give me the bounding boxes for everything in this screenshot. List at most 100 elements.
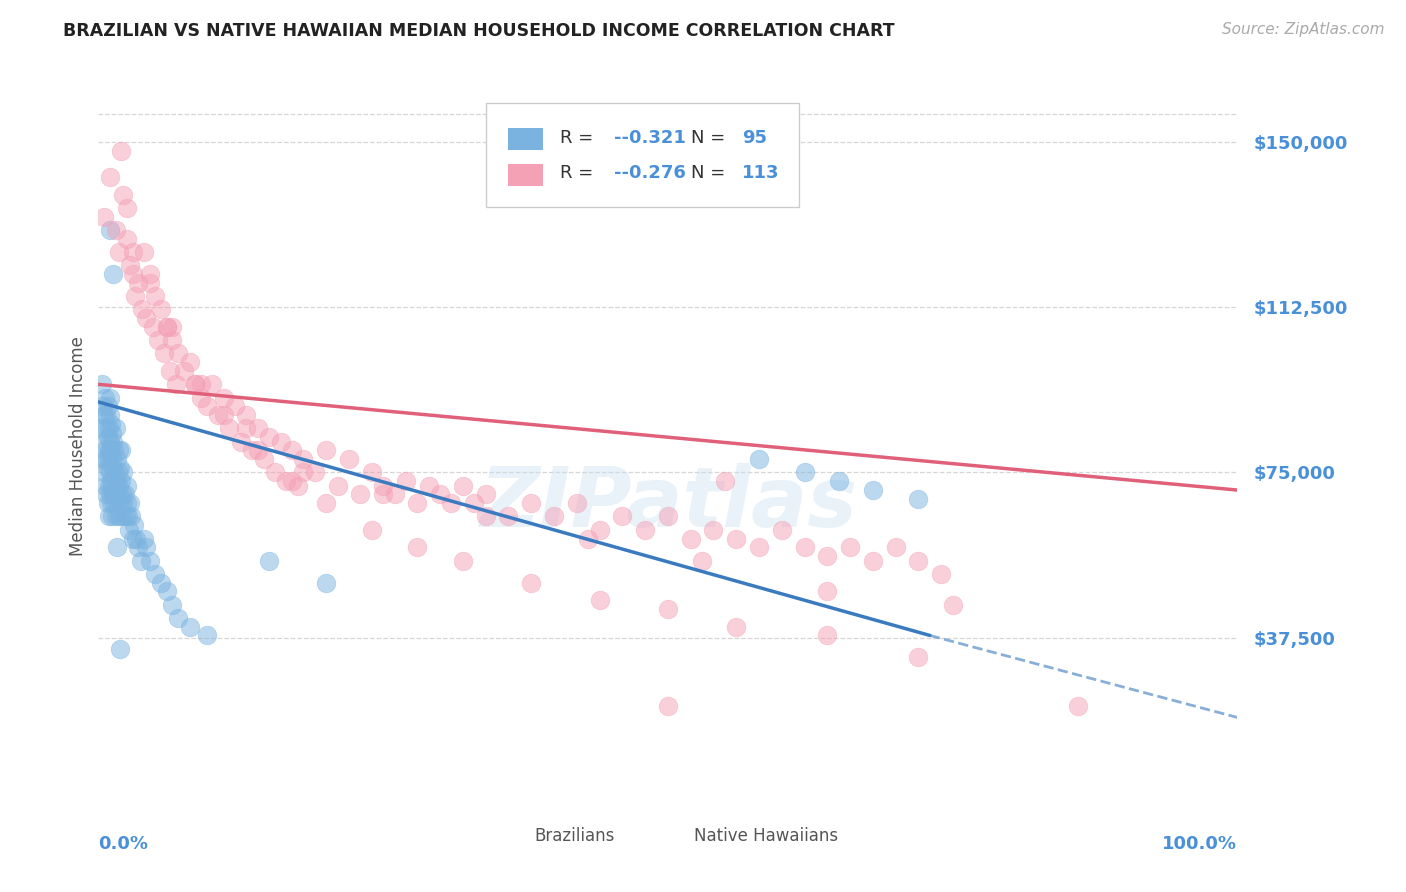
Brazilians — [98, 434, 121, 449]
Native Hawaiians — [112, 188, 135, 202]
Brazilians — [105, 452, 128, 467]
Brazilians — [121, 532, 143, 546]
FancyBboxPatch shape — [662, 826, 688, 847]
Native Hawaiians — [240, 443, 263, 458]
Native Hawaiians — [395, 475, 418, 489]
Native Hawaiians — [138, 276, 160, 290]
Native Hawaiians — [142, 320, 165, 334]
Native Hawaiians — [349, 487, 371, 501]
Brazilians — [90, 377, 112, 392]
Brazilians — [91, 400, 114, 414]
Native Hawaiians — [121, 245, 143, 260]
Native Hawaiians — [725, 619, 748, 633]
Native Hawaiians — [326, 478, 349, 492]
Native Hawaiians — [679, 532, 702, 546]
Brazilians — [114, 509, 136, 524]
Brazilians — [107, 487, 129, 501]
Native Hawaiians — [337, 452, 360, 467]
Native Hawaiians — [115, 232, 138, 246]
Native Hawaiians — [657, 509, 679, 524]
Brazilians — [97, 478, 120, 492]
Native Hawaiians — [153, 346, 176, 360]
Native Hawaiians — [702, 523, 724, 537]
Brazilians — [100, 496, 122, 510]
Native Hawaiians — [634, 523, 657, 537]
Native Hawaiians — [315, 496, 337, 510]
Brazilians — [101, 509, 124, 524]
Native Hawaiians — [1067, 698, 1090, 713]
Brazilians — [145, 566, 167, 581]
Brazilians — [101, 452, 124, 467]
Brazilians — [115, 478, 138, 492]
Native Hawaiians — [451, 553, 474, 567]
Native Hawaiians — [714, 475, 737, 489]
Native Hawaiians — [498, 509, 520, 524]
Native Hawaiians — [235, 408, 257, 422]
Native Hawaiians — [588, 593, 610, 607]
Native Hawaiians — [418, 478, 440, 492]
Native Hawaiians — [429, 487, 451, 501]
Native Hawaiians — [224, 400, 246, 414]
Brazilians — [93, 466, 115, 480]
Native Hawaiians — [451, 478, 474, 492]
Brazilians — [107, 466, 129, 480]
Brazilians — [104, 509, 127, 524]
Brazilians — [98, 466, 121, 480]
Brazilians — [96, 421, 118, 435]
Native Hawaiians — [815, 584, 838, 599]
Native Hawaiians — [235, 421, 257, 435]
Native Hawaiians — [264, 466, 287, 480]
Native Hawaiians — [657, 698, 679, 713]
Native Hawaiians — [165, 377, 187, 392]
Native Hawaiians — [218, 421, 240, 435]
Brazilians — [108, 496, 131, 510]
Native Hawaiians — [440, 496, 463, 510]
Native Hawaiians — [907, 650, 929, 665]
Brazilians — [120, 496, 142, 510]
Brazilians — [907, 491, 929, 506]
FancyBboxPatch shape — [509, 128, 543, 150]
Brazilians — [97, 509, 120, 524]
Native Hawaiians — [252, 452, 274, 467]
Native Hawaiians — [124, 289, 146, 303]
Brazilians — [110, 443, 132, 458]
Brazilians — [108, 478, 131, 492]
Brazilians — [828, 475, 851, 489]
Brazilians — [111, 487, 134, 501]
Native Hawaiians — [190, 377, 212, 392]
Brazilians — [96, 487, 118, 501]
Native Hawaiians — [384, 487, 406, 501]
Native Hawaiians — [131, 302, 153, 317]
Text: Source: ZipAtlas.com: Source: ZipAtlas.com — [1222, 22, 1385, 37]
Native Hawaiians — [156, 320, 179, 334]
Brazilians — [108, 443, 131, 458]
Brazilians — [98, 408, 121, 422]
Brazilians — [96, 461, 118, 475]
Native Hawaiians — [108, 245, 131, 260]
Brazilians — [103, 443, 125, 458]
Text: --0.321: --0.321 — [614, 128, 686, 146]
Brazilians — [315, 575, 337, 590]
Native Hawaiians — [195, 400, 218, 414]
Brazilians — [90, 421, 112, 435]
Brazilians — [96, 400, 118, 414]
Native Hawaiians — [371, 478, 394, 492]
Native Hawaiians — [104, 223, 127, 237]
Native Hawaiians — [229, 434, 252, 449]
Brazilians — [103, 496, 125, 510]
Brazilians — [862, 483, 884, 497]
Brazilians — [91, 452, 114, 467]
Brazilians — [100, 417, 122, 431]
Brazilians — [162, 598, 184, 612]
Native Hawaiians — [127, 276, 149, 290]
Brazilians — [104, 478, 127, 492]
Brazilians — [111, 509, 134, 524]
Native Hawaiians — [725, 532, 748, 546]
Native Hawaiians — [371, 487, 394, 501]
Native Hawaiians — [360, 523, 382, 537]
Brazilians — [96, 430, 118, 444]
Native Hawaiians — [207, 408, 229, 422]
Native Hawaiians — [281, 475, 304, 489]
Brazilians — [108, 461, 131, 475]
Native Hawaiians — [292, 452, 315, 467]
